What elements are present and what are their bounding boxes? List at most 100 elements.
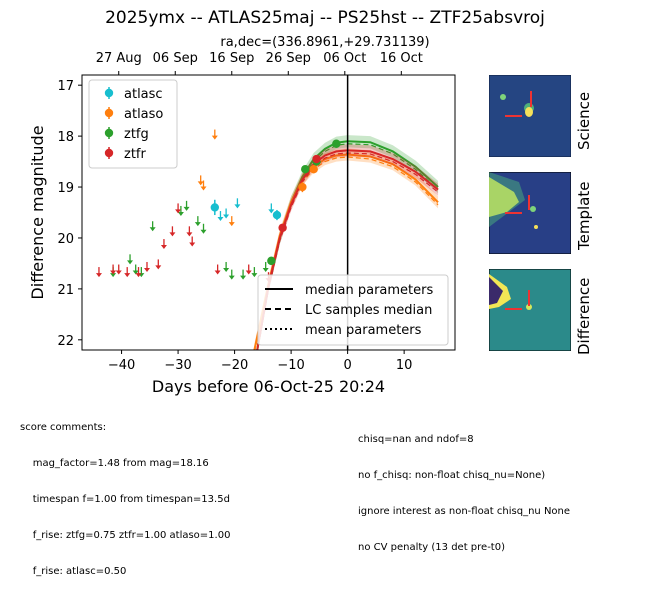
legend-label: ztfr xyxy=(124,147,146,162)
legend-label: atlasc xyxy=(124,87,163,102)
lightcurve-plot: −40 −30 −20 −10 0 10 17 18 19 20 21 22 27 Aug 06 Sep 1… xyxy=(28,51,456,396)
model-curve-samples xyxy=(254,156,439,350)
y-tick-label: 22 xyxy=(57,334,74,349)
upper-limit-arrow xyxy=(155,265,162,270)
upper-limit-arrow xyxy=(251,273,258,278)
comment-line: mag_factor=1.48 from mag=18.16 xyxy=(20,458,209,469)
difference-stamp xyxy=(488,268,572,352)
model-group xyxy=(95,129,439,350)
upper-limit-arrow xyxy=(169,232,176,237)
score-comments-right: chisq=nan and ndof=8 no f_chisq: non-flo… xyxy=(358,410,570,566)
science-image xyxy=(488,74,572,158)
model-curve-median xyxy=(256,149,439,350)
data-point xyxy=(312,154,321,164)
x-tick-label: −20 xyxy=(221,358,248,373)
y-tick-label: 19 xyxy=(57,181,74,196)
upper-limit-arrow xyxy=(186,232,193,237)
x-tick-label: −30 xyxy=(164,358,191,373)
upper-limit-arrow xyxy=(197,181,204,186)
upper-limit-arrow xyxy=(143,267,150,272)
upper-limit-arrow xyxy=(268,209,275,214)
upper-limit-arrow xyxy=(127,260,134,265)
upper-limit-arrow xyxy=(217,217,224,222)
line-legend-label: LC samples median xyxy=(305,303,432,318)
science-stamp xyxy=(488,74,572,158)
upper-limit-arrow xyxy=(194,222,201,227)
legend-marker xyxy=(104,148,114,158)
legend-marker xyxy=(104,88,114,98)
data-point xyxy=(267,256,276,266)
x-tick-label: −10 xyxy=(277,358,304,373)
upper-limit-arrow xyxy=(175,209,182,214)
legend-marker xyxy=(104,108,114,118)
comment-line: score comments: xyxy=(20,422,107,433)
comment-line: chisq=nan and ndof=8 xyxy=(358,434,474,445)
line-legend-label: mean parameters xyxy=(305,323,422,338)
top-tick-label: 06 Sep xyxy=(153,51,198,66)
upper-limit-arrow xyxy=(228,222,235,227)
chart-subtitle: ra,dec=(336.8961,+29.731139) xyxy=(220,35,430,50)
line-legend-box xyxy=(257,274,449,346)
plot-frame xyxy=(81,74,456,351)
data-point xyxy=(278,223,287,232)
y-tick-label: 21 xyxy=(57,283,74,298)
y-axis-label: Difference magnitude xyxy=(28,125,47,299)
x-tick-label: −40 xyxy=(108,358,135,373)
upper-limit-arrow xyxy=(110,273,117,278)
upper-limit-arrow xyxy=(160,245,167,250)
comment-line: f_rise: ztfg=0.75 ztfr=1.00 atlaso=1.00 xyxy=(20,530,231,541)
model-curve-samples xyxy=(257,152,439,350)
line-legend-label: median parameters xyxy=(305,283,433,298)
comment-line: no f_chisq: non-float chisq_nu=None) xyxy=(358,470,546,481)
data-point xyxy=(301,165,310,174)
upper-limit-arrow xyxy=(95,273,102,278)
comment-line: ignore interest as non-float chisq_nu No… xyxy=(358,506,571,517)
upper-limit-arrow xyxy=(135,273,142,278)
upper-limit-arrow xyxy=(183,206,190,211)
data-point xyxy=(309,165,318,174)
top-tick-label: 16 Oct xyxy=(380,51,423,66)
x-tick-label: 0 xyxy=(343,358,351,373)
top-tick-label: 26 Sep xyxy=(266,51,311,66)
data-point xyxy=(272,210,282,220)
upper-limit-arrow xyxy=(132,270,139,275)
upper-limit-arrow xyxy=(240,275,247,280)
science-label: Science xyxy=(575,91,593,150)
comment-line: timespan f=1.00 from timespan=13.5d xyxy=(20,494,230,505)
legend-label: ztfg xyxy=(124,127,149,142)
upper-limit-arrow xyxy=(177,211,184,216)
template-image xyxy=(488,171,572,255)
upper-limit-arrow xyxy=(245,270,252,275)
x-axis-label: Days before 06-Oct-25 20:24 xyxy=(152,377,385,396)
top-tick-label: 16 Sep xyxy=(209,51,254,66)
x-tick-label: 10 xyxy=(396,358,413,373)
upper-limit-arrow xyxy=(214,270,221,275)
upper-limit-arrow xyxy=(189,242,196,247)
legend-marker xyxy=(104,128,114,138)
legend-label: atlaso xyxy=(124,107,163,122)
series-legend-box xyxy=(88,79,178,169)
difference-image xyxy=(488,268,572,352)
comment-line: f_rise: atlasc=0.50 xyxy=(20,566,127,577)
y-tick-label: 20 xyxy=(57,232,74,247)
upper-limit-arrow xyxy=(149,227,156,232)
template-stamp xyxy=(488,171,572,255)
comment-line: no CV penalty (13 det pre-t0) xyxy=(358,542,505,553)
upper-limit-arrow xyxy=(110,270,117,275)
upper-limit-arrow xyxy=(223,267,230,272)
upper-limit-arrow xyxy=(200,229,207,234)
data-point xyxy=(332,139,341,148)
top-tick-label: 06 Oct xyxy=(323,51,366,66)
score-comments-left: score comments: mag_factor=1.48 from mag… xyxy=(20,398,230,590)
upper-limit-arrow xyxy=(115,270,122,275)
top-tick-label: 27 Aug xyxy=(96,51,142,66)
y-tick-label: 17 xyxy=(57,79,74,94)
upper-limit-arrow xyxy=(262,267,269,272)
upper-limit-arrow xyxy=(200,186,207,191)
upper-limit-arrow xyxy=(223,214,230,219)
upper-limit-arrow xyxy=(228,275,235,280)
y-tick-label: 18 xyxy=(57,130,74,145)
data-point xyxy=(210,203,220,212)
upper-limit-arrow xyxy=(234,204,241,209)
data-point xyxy=(298,182,307,192)
